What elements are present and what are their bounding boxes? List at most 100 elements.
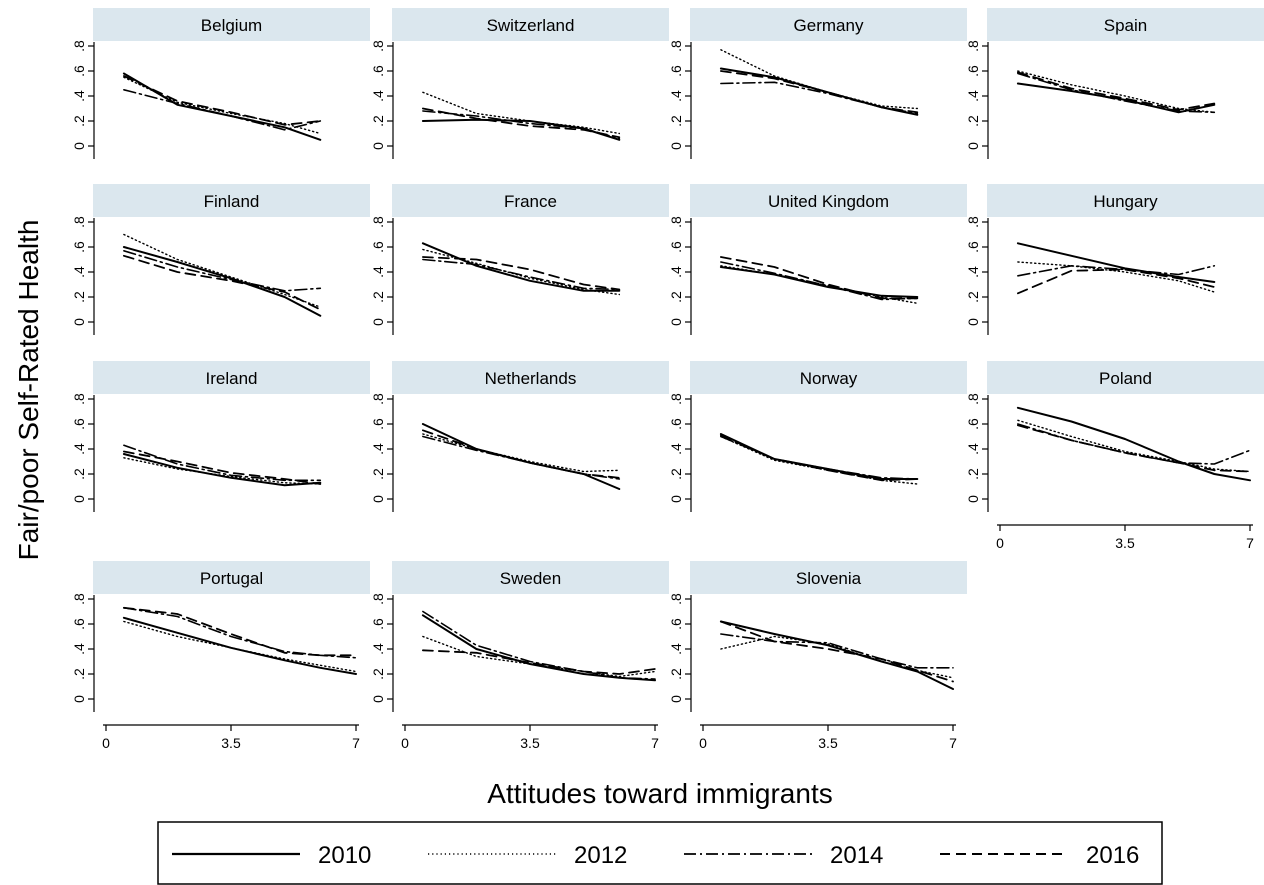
panel-title-germany: Germany (794, 16, 864, 35)
y-tick-label: .8 (370, 593, 386, 605)
panel-france: France 0 .2 .4 .6 .8 (370, 184, 669, 335)
x-tick-label: 3.5 (1115, 535, 1135, 551)
panel-title-portugal: Portugal (200, 569, 263, 588)
series-line-sweden-2014 (422, 610, 656, 680)
panel-germany: Germany 0 .2 .4 .6 .8 (668, 8, 967, 159)
y-tick-label: 0 (71, 495, 87, 503)
panel-strip-norway (690, 361, 967, 394)
y-tick-label: .8 (668, 216, 684, 228)
y-tick-label: .2 (668, 668, 684, 680)
series-line-spain-2010 (1016, 82, 1216, 114)
series-line-poland-2016 (1017, 424, 1251, 473)
y-tick-label: .4 (668, 266, 684, 278)
y-tick-label: .6 (965, 65, 981, 77)
y-tick-label: .8 (71, 216, 87, 228)
y-tick-label: .6 (370, 618, 386, 630)
series-line-belgium-2012 (123, 76, 321, 135)
y-tick-label: .2 (71, 468, 87, 480)
series-line-slovenia-2010 (719, 620, 954, 690)
series-line-spain-2014 (1017, 72, 1216, 114)
x-tick-label: 0 (699, 735, 707, 751)
series-line-slovenia-2016 (720, 620, 954, 683)
panel-poland: Poland 0 .2 .4 .6 .8 0 3.5 7 (965, 361, 1264, 551)
series-line-finland-2012 (123, 233, 321, 308)
series-line-sweden-2016 (421, 649, 656, 675)
y-tick-label: .8 (370, 216, 386, 228)
series-line-hungary-2014 (1017, 264, 1216, 277)
series-line-norway-2014 (720, 435, 919, 480)
panel-title-united-kingdom: United Kingdom (768, 192, 889, 211)
y-tick-label: 0 (668, 495, 684, 503)
y-tick-label: .6 (71, 418, 87, 430)
series-line-ireland-2010 (122, 453, 322, 487)
series-line-spain-2016 (1017, 71, 1216, 111)
series-line-united-kingdom-2010 (719, 266, 919, 298)
legend-label-2014: 2014 (830, 842, 883, 869)
panel-strip-hungary (987, 184, 1264, 217)
series-line-portugal-2010 (122, 616, 357, 675)
panel-strip-finland (93, 184, 370, 217)
x-tick-label: 0 (401, 735, 409, 751)
panel-hungary: Hungary 0 .2 .4 .6 .8 (965, 184, 1264, 335)
y-tick-label: .2 (965, 468, 981, 480)
x-tick-label: 7 (352, 735, 360, 751)
legend-label-2012: 2012 (574, 842, 627, 869)
series-line-ireland-2012 (123, 457, 321, 485)
series-line-norway-2012 (720, 435, 918, 485)
x-tick-label: 7 (651, 735, 659, 751)
legend-label-2016: 2016 (1086, 842, 1139, 869)
y-tick-label: 0 (71, 695, 87, 703)
y-tick-label: .8 (668, 40, 684, 52)
series-line-belgium-2014 (123, 89, 322, 131)
y-tick-label: .2 (965, 291, 981, 303)
panel-strip-ireland (93, 361, 370, 394)
legend: 2010 2012 2014 2016 (157, 821, 1163, 885)
series-line-germany-2016 (720, 70, 919, 114)
panel-strip-sweden (392, 561, 669, 594)
panel-title-spain: Spain (1104, 16, 1147, 35)
panel-title-slovenia: Slovenia (796, 569, 862, 588)
series-line-spain-2012 (1017, 70, 1216, 114)
y-tick-label: .6 (370, 241, 386, 253)
y-tick-label: .8 (370, 393, 386, 405)
y-tick-label: .6 (71, 65, 87, 77)
y-tick-label: .2 (71, 115, 87, 127)
panel-spain: Spain 0 .2 .4 .6 .8 (965, 8, 1264, 159)
y-tick-label: .4 (71, 443, 87, 455)
series-line-slovenia-2014 (720, 633, 954, 669)
series-line-finland-2014 (123, 250, 322, 292)
y-tick-label: .2 (370, 115, 386, 127)
y-tick-label: .2 (370, 291, 386, 303)
y-tick-label: .6 (668, 418, 684, 430)
series-line-ireland-2016 (123, 450, 322, 485)
series-line-france-2012 (422, 248, 620, 296)
panel-slovenia: Slovenia 0 .2 .4 .6 .8 0 3.5 7 (668, 561, 967, 751)
panel-netherlands: Netherlands 0 .2 .4 .6 .8 (370, 361, 669, 512)
x-tick-label: 7 (1246, 535, 1254, 551)
series-line-portugal-2012 (123, 620, 357, 673)
y-tick-label: .2 (370, 668, 386, 680)
y-tick-label: .4 (965, 443, 981, 455)
panel-title-norway: Norway (800, 369, 858, 388)
series-line-poland-2010 (1016, 406, 1251, 482)
panel-strip-portugal (93, 561, 370, 594)
panel-strip-france (392, 184, 669, 217)
series-line-portugal-2016 (123, 606, 357, 657)
panel-strip-belgium (93, 8, 370, 41)
series-line-united-kingdom-2016 (720, 256, 919, 300)
y-tick-label: .2 (71, 668, 87, 680)
y-tick-label: .6 (668, 65, 684, 77)
panel-strip-spain (987, 8, 1264, 41)
series-line-france-2014 (422, 258, 621, 291)
y-tick-label: .6 (965, 418, 981, 430)
y-tick-label: .4 (71, 90, 87, 102)
x-tick-label: 3.5 (221, 735, 241, 751)
y-tick-label: .4 (71, 266, 87, 278)
y-tick-label: .8 (965, 393, 981, 405)
panels: Belgium0.2.4.6.8Switzerland0.2.4.6.8Germ… (71, 8, 1264, 751)
y-tick-label: .8 (71, 40, 87, 52)
x-tick-label: 0 (102, 735, 110, 751)
y-tick-label: 0 (965, 142, 981, 150)
series-line-belgium-2016 (123, 75, 322, 126)
